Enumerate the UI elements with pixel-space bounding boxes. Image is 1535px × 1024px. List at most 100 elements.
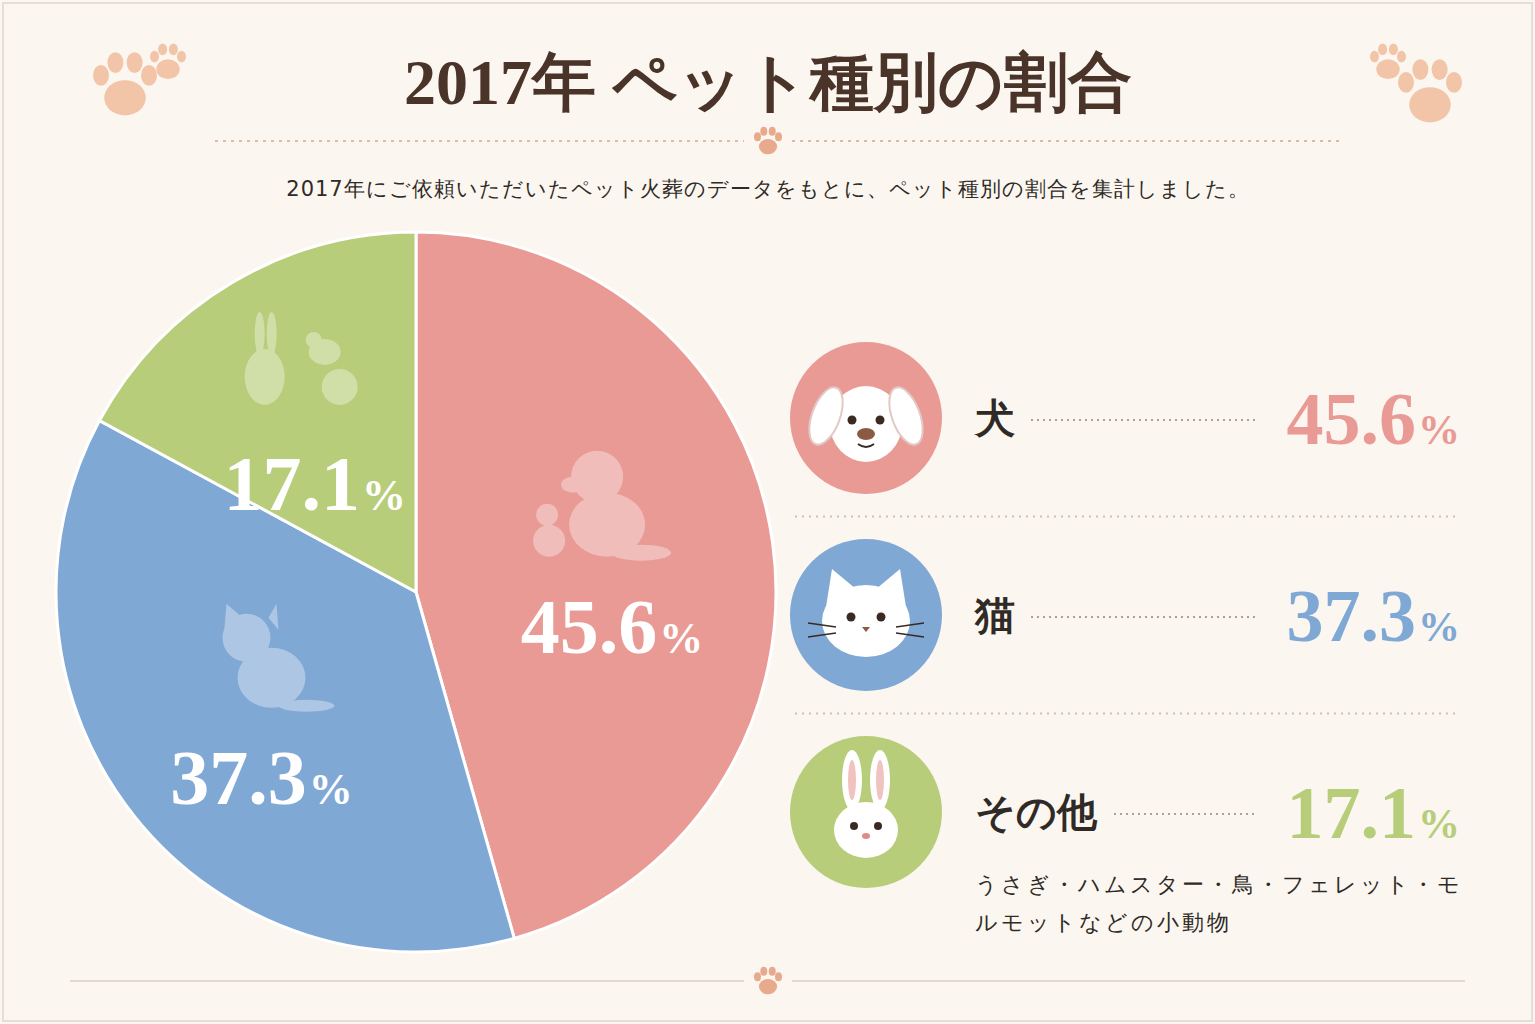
paw-pad [156,59,179,79]
legend-value-unit: % [1418,407,1460,453]
pie [56,232,776,952]
slice-icon [245,312,358,405]
paw-toe [93,65,109,86]
paw-icon [754,127,782,155]
paw-pad [104,80,146,115]
face-part [842,750,862,810]
face-part [850,822,858,830]
paw-toe [1398,72,1414,93]
paw-toe [1412,59,1428,80]
icon-part [255,312,265,356]
paw-toe [760,967,767,976]
paw-toe [150,51,159,63]
background [0,0,1535,1024]
chart-canvas: 2017年 ペット種別の割合 2017年にご依頼いただいたペット火葬のデータをもと… [0,0,1535,1024]
data-label-unit: % [362,471,406,520]
icon-part [224,604,278,630]
paw-toe [760,127,767,136]
pie-slice [56,421,514,952]
paw-icon [1398,59,1462,122]
icon-part [322,369,358,405]
legend: 犬 45.6% 猫 37.3% その他 17.1% [790,342,1460,888]
face-part [858,444,874,447]
icon-part [278,700,334,712]
paw-toe [754,132,761,141]
data-label: 17.1% [223,440,406,527]
leader-dots [1031,419,1258,421]
face-part [877,613,886,622]
leader-dots [1031,616,1258,618]
pie-labels: 45.6%37.3%17.1% [170,312,703,821]
face-part [847,613,856,622]
legend-value: 37.3% [1287,575,1461,657]
legend-item: 猫 37.3% [790,539,1460,691]
annotation: うさぎ・ハムスター・鳥・フェレット・モルモットなどの小動物 [975,866,1475,942]
icon-part [571,451,623,503]
subtitle: 2017年にご依頼いただいたペット火葬のデータをもとに、ペット種別の割合を集計し… [286,177,1249,201]
icon-part [536,504,558,526]
icon-part [245,349,285,405]
face-part [862,833,870,839]
paw-pad [759,139,777,154]
paw-toe [177,51,186,63]
legend-swatch [790,736,942,888]
face-part [848,760,856,800]
legend-label: 犬 [973,395,1015,441]
legend-value-number: 45.6 [1287,378,1417,460]
paw-toe [107,52,123,73]
data-label: 45.6% [521,583,704,670]
paw-icon [93,52,157,115]
title: 2017年 ペット種別の割合 [404,47,1132,118]
paw-toe [1446,72,1462,93]
data-label-number: 17.1 [223,440,360,527]
divider [792,980,1465,982]
legend-item: その他 17.1% [790,736,1460,888]
divider [792,140,1340,142]
face-part [870,750,890,810]
slice-icon [222,604,334,712]
face-part [808,623,924,637]
icon-part [267,312,277,356]
divider [70,980,744,982]
row-separator [795,713,1460,715]
legend-value-number: 37.3 [1287,575,1417,657]
paw-toe [775,972,782,981]
legend-label: 猫 [974,592,1015,638]
icon-part [561,477,585,493]
legend-value: 17.1% [1287,772,1461,854]
paw-toe [169,44,178,56]
face-part [876,760,884,800]
frame [3,3,1532,1021]
paw-toe [158,44,167,56]
face-part [883,383,930,449]
face-part [862,627,870,632]
leader-dots [1114,813,1258,815]
data-label-unit: % [309,765,353,814]
data-label-unit: % [659,614,703,663]
face-part [848,416,857,425]
data-label-number: 45.6 [521,583,658,670]
legend-swatch [790,539,942,691]
paw-toe [1432,59,1448,80]
row-separator [795,516,1460,518]
pie-slice [99,232,416,592]
legend-item: 犬 45.6% [790,342,1460,494]
paw-toe [769,127,776,136]
paw-toe [1378,44,1387,56]
face-part [803,383,850,449]
paw-toe [1389,44,1398,56]
paw-toe [127,52,143,73]
face-part [876,416,885,425]
paw-icon [754,967,782,995]
divider [215,140,744,142]
face-part [857,428,875,440]
icon-part [533,525,565,557]
face-part [834,802,898,858]
slice-icon [533,451,671,561]
paw-icon [1370,44,1406,80]
face-part [822,585,910,657]
paw-toe [141,65,157,86]
face-part [874,822,882,830]
data-label: 37.3% [170,734,353,821]
legend-label: その他 [975,789,1098,835]
